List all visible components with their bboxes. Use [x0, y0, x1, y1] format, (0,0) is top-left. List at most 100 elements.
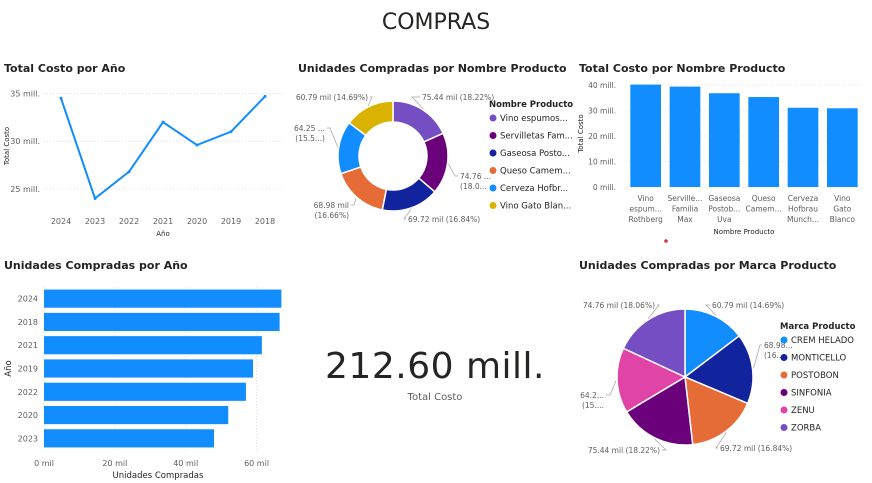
kpi-value: 212.60 mill.: [325, 346, 545, 387]
data-point: [195, 143, 199, 147]
data-label: 60.79 mil (14.69%): [296, 93, 368, 102]
slice: [684, 308, 741, 379]
y-tick-label: 2022: [18, 388, 38, 397]
legend-marker: [489, 132, 497, 139]
legend-marker: [780, 424, 788, 431]
legend-marker: [780, 354, 788, 361]
legend-title: Marca Producto: [780, 322, 856, 332]
leader-line: [753, 344, 762, 369]
x-tick-label: 2024: [51, 217, 71, 226]
x-tick-label: 2020: [187, 217, 207, 226]
y-axis-title: Total Costo: [3, 127, 11, 166]
x-tick-label: Serville... Familia Max: [668, 194, 703, 224]
leader-line: [411, 96, 424, 110]
data-point: [229, 130, 233, 134]
column-chart[interactable]: 0 mill. 10 mill. 20 mill. 30 mill. 40 mill. V…: [574, 76, 870, 246]
x-tick-label: 2022: [119, 217, 139, 226]
data-label: 74.76 ... (18.0...: [460, 172, 491, 191]
donut-chart-title: Unidades Compradas por Nombre Producto: [298, 62, 567, 75]
x-tick-label: 2021: [153, 217, 173, 226]
data-point: [127, 170, 131, 174]
y-tick-label: 30 mill.: [10, 137, 40, 146]
data-label: 60.79 mil (14.69%): [712, 301, 784, 310]
legend-marker: [780, 389, 788, 396]
legend-item: Vino espumos...: [500, 114, 568, 124]
data-label: 68.98 mil (16.66%): [314, 201, 349, 220]
legend-title: Nombre Producto: [489, 100, 573, 110]
legend-marker: [489, 202, 497, 209]
leader-line: [448, 163, 458, 177]
data-label: 69.72 mil (16.84%): [408, 215, 480, 224]
data-label: 75.44 mil (18.22%): [422, 93, 494, 102]
slice: [625, 375, 694, 446]
x-tick-label: Cerveza Hofbrau Munch...: [787, 194, 819, 224]
y-tick-label: 30 mill.: [588, 107, 616, 116]
y-tick-label: 2018: [18, 318, 38, 327]
legend-item: Queso Camem...: [500, 167, 571, 177]
x-tick-label: 60 mil: [244, 459, 269, 468]
data-label: 68.98... (16...: [764, 341, 793, 360]
hbar: [44, 336, 262, 355]
hbar: [44, 312, 280, 332]
x-tick-label: Vino espum... Rothberg: [629, 194, 663, 224]
data-point: [59, 96, 63, 100]
hbar: [44, 289, 282, 308]
leader-line: [403, 208, 412, 220]
legend-item: Servilletas Fam...: [500, 132, 573, 142]
x-tick-label: 20 mil: [102, 459, 127, 468]
slice: [348, 100, 394, 137]
line-chart[interactable]: 25 mill. 30 mill. 35 mill. 2024 2023 2022 2021…: [0, 76, 292, 246]
x-tick-label: Vino Gato Blanco: [830, 194, 856, 224]
legend-marker: [489, 167, 497, 174]
legend-item: SINFONIA: [791, 389, 832, 399]
hbar-chart[interactable]: 0 mil 20 mil 40 mil 60 mil 2024 2018 2021 2019 2…: [0, 274, 292, 482]
legend-item: ZORBA: [791, 424, 821, 434]
legend-marker: [489, 184, 497, 192]
y-tick-label: 2023: [18, 434, 38, 443]
y-tick-label: 0 mill.: [593, 183, 616, 192]
y-tick-label: 2021: [18, 341, 38, 350]
y-tick-label: 25 mill.: [10, 185, 40, 194]
column-bar: [826, 108, 858, 187]
column-bar: [708, 93, 740, 187]
legend-item: Gaseosa Posto...: [500, 149, 570, 159]
hbar: [44, 429, 215, 448]
pie-chart[interactable]: 60.79 mil (14.69%) 68.98... (16... 69.72 mi…: [574, 274, 870, 482]
x-axis-title: Año: [156, 230, 170, 238]
kpi-label: Total Costo: [407, 392, 463, 403]
y-tick-label: 20 mill.: [588, 132, 616, 141]
slice: [684, 375, 749, 446]
y-tick-label: 2019: [18, 365, 38, 374]
legend-marker: [780, 406, 788, 414]
line-chart-title: Total Costo por Año: [4, 62, 126, 75]
data-label: 64.25 ... (15.5...): [294, 124, 325, 143]
column-bar: [669, 86, 701, 187]
column-bar: [630, 84, 662, 187]
leader-line: [367, 96, 373, 106]
data-label: 64.2... (15....: [580, 391, 604, 410]
data-label: 75.44 mil (18.22%): [588, 446, 660, 455]
x-tick-label: 40 mil: [173, 459, 198, 468]
legend-item: Vino Gato Blan...: [500, 202, 571, 212]
y-tick-label: 2020: [18, 411, 38, 420]
leader-line: [351, 197, 357, 206]
leader-line: [715, 432, 727, 449]
donut-chart[interactable]: 75.44 mil (18.22%) 74.76 ... (18.0... 69.72…: [292, 76, 574, 246]
x-axis-title: Nombre Producto: [714, 228, 775, 236]
y-axis-title: Año: [4, 360, 14, 376]
x-tick-label: 2018: [255, 217, 275, 226]
x-tick-label: 0 mil: [34, 459, 54, 468]
legend-marker: [780, 336, 788, 344]
page-title: COMPRAS: [381, 10, 491, 35]
x-tick-label: Queso Camem...: [746, 194, 782, 214]
x-tick-label: Gaseosa Postob... Uva: [708, 194, 740, 224]
legend-marker: [780, 371, 788, 379]
legend-item: Cerveza Hofbr...: [500, 184, 568, 194]
data-label: 69.72 mil (16.84%): [720, 444, 792, 453]
series-line: [60, 95, 266, 201]
hbar-chart-title: Unidades Compradas por Año: [4, 259, 188, 272]
slice: [392, 100, 445, 143]
y-tick-label: 2024: [18, 295, 38, 304]
hbar: [44, 382, 246, 401]
x-tick-label: 2019: [221, 217, 241, 226]
